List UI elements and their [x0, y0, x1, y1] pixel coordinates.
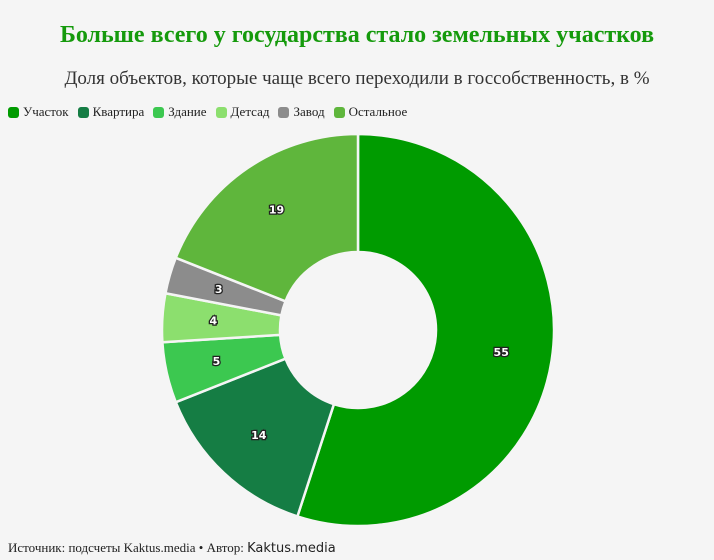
legend-label: Завод: [293, 104, 325, 119]
chart-legend: Участок Квартира Здание Детсад Завод Ост…: [8, 104, 407, 120]
footer-separator: •: [198, 540, 204, 555]
author-label: Автор:: [206, 540, 244, 555]
legend-swatch: [8, 106, 19, 118]
legend-swatch: [153, 106, 165, 118]
slice-value-label: 4: [209, 314, 217, 327]
legend-item-zdanie[interactable]: Здание: [153, 104, 207, 120]
legend-item-zavod[interactable]: Завод: [278, 104, 325, 120]
slice-value-label: 3: [215, 283, 223, 296]
legend-swatch: [77, 106, 89, 118]
legend-item-ostalnoe[interactable]: Остальное: [333, 104, 408, 120]
legend-label: Здание: [168, 104, 207, 119]
legend-swatch: [278, 106, 290, 118]
pie-slice-6[interactable]: [174, 132, 360, 303]
pie-slice-2[interactable]: [174, 357, 336, 518]
legend-item-kvartira[interactable]: Квартира: [77, 104, 145, 120]
pie-slice-1[interactable]: [296, 132, 556, 528]
slice-value-label: 5: [213, 355, 221, 368]
legend-label: Остальное: [348, 104, 408, 119]
chart-subtitle: Доля объектов, которые чаще всего перехо…: [64, 68, 650, 89]
chart-footer: Источник: подсчеты Kaktus.media • Автор:…: [8, 540, 336, 556]
slice-value-label: 14: [251, 429, 267, 442]
legend-swatch: [333, 106, 345, 118]
source-label: Источник:: [8, 540, 66, 555]
author-value: Kaktus.media: [247, 541, 336, 556]
source-value: подсчеты Kaktus.media: [68, 540, 196, 555]
legend-label: Квартира: [92, 104, 145, 119]
legend-label: Детсад: [230, 104, 270, 119]
legend-label: Участок: [23, 104, 69, 119]
legend-swatch: [215, 106, 227, 118]
legend-item-detsad[interactable]: Детсад: [215, 104, 270, 120]
slice-value-label: 55: [494, 346, 509, 359]
slice-value-label: 19: [269, 204, 284, 217]
chart-title: Больше всего у государства стало земельн…: [59, 22, 655, 48]
legend-item-uchastok[interactable]: Участок: [8, 104, 69, 120]
